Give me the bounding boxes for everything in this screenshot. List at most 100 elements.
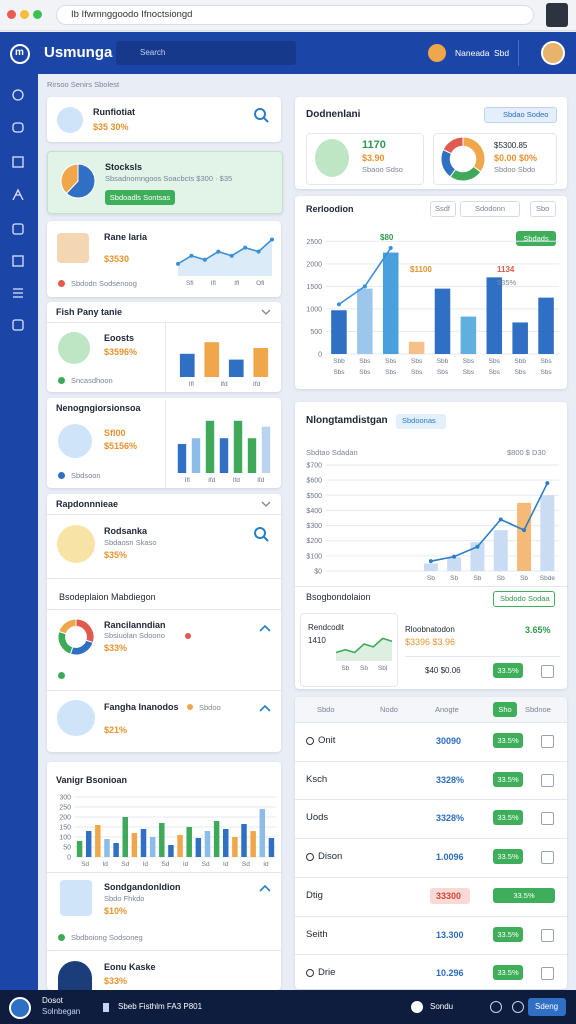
x-tick-label: Sbs — [411, 369, 423, 376]
checkbox[interactable] — [541, 967, 554, 981]
y-tick-label: 1000 — [306, 306, 322, 313]
slice — [75, 618, 95, 644]
line — [430, 482, 549, 562]
checkbox[interactable] — [541, 928, 554, 942]
bar — [241, 824, 247, 857]
vatigr-chart: 0 50 100 150 200 250 300 Sd Id Sd Id Sd Id Sd Id Sd Id — [59, 795, 276, 868]
control-text: Ssdf — [435, 204, 451, 213]
browser-avatar — [546, 3, 568, 27]
nav-icon[interactable] — [12, 223, 24, 235]
chevron-up[interactable] — [259, 624, 271, 632]
slice — [440, 148, 457, 178]
bar — [259, 809, 266, 857]
control[interactable]: Ssdf — [430, 201, 456, 217]
nav-icon[interactable] — [12, 156, 24, 168]
y-tick-label: 2000 — [306, 261, 322, 268]
dodnen-a: 1170 $3.90 Sbaoo Sdso — [306, 133, 424, 185]
dot-green — [33, 10, 42, 19]
nav-icon[interactable] — [12, 255, 24, 267]
sub-a-title: Rendcodit — [308, 623, 345, 632]
item-value: $10% — [104, 906, 128, 916]
dot-yellow — [20, 10, 29, 19]
divider — [47, 690, 281, 691]
item-subtitle: Sbdaosn Skaso — [104, 538, 157, 547]
y-tick-label: $400 — [306, 508, 322, 515]
x-tick-label: Sb — [427, 575, 435, 582]
checkbox[interactable] — [541, 735, 554, 748]
chart-note: $35% — [497, 278, 517, 287]
footer-icon[interactable] — [512, 1001, 524, 1013]
divider — [47, 950, 281, 951]
column-header: Sbdnoe — [525, 705, 551, 714]
dot-red — [7, 10, 16, 19]
nav-icon[interactable] — [13, 288, 23, 298]
y-tick-label: $100 — [306, 553, 322, 560]
sub-button[interactable]: Sbdodo Sodaa — [493, 591, 555, 607]
item-subtitle: Sbsiuolan Sdoono — [104, 631, 165, 640]
bar — [261, 426, 271, 473]
row-name: Drie — [318, 967, 336, 979]
item-icon[interactable] — [253, 526, 269, 542]
column-header: Nodo — [380, 705, 398, 714]
search-icon[interactable] — [253, 107, 269, 123]
dodnen-button[interactable]: Sbdao Sodeo — [484, 107, 557, 123]
point — [176, 261, 180, 266]
control[interactable]: Sdodonn — [460, 201, 520, 217]
table-header — [295, 697, 567, 722]
footer-button[interactable]: Sdeng — [528, 998, 566, 1016]
sub-b-sub: $3396 $3.96 — [405, 637, 456, 647]
nav-icon[interactable] — [12, 122, 24, 133]
footer-icon[interactable] — [490, 1001, 502, 1013]
stocks-button[interactable]: Sbdoadls Sontsas — [105, 190, 175, 205]
search-box[interactable]: Search — [116, 41, 296, 65]
b-sub2: Sbdoo Sbdo — [494, 165, 536, 174]
b-value: $5300.85 — [494, 141, 528, 150]
nav-icon[interactable] — [12, 319, 24, 331]
sub-b-title: Rloobnatodon — [405, 625, 455, 634]
checkbox[interactable] — [541, 773, 554, 787]
control[interactable]: Sbo — [530, 201, 556, 217]
nenog-chart: Ifl Ifd Ifd Ifd — [177, 420, 271, 484]
bar — [140, 829, 147, 857]
row-value: 13.300 — [436, 929, 464, 940]
row-name: Dison — [318, 851, 343, 863]
chevron[interactable] — [261, 501, 271, 509]
y-tick-label: 2500 — [306, 239, 322, 246]
checkbox[interactable] — [541, 665, 554, 678]
y-tick-label: 0 — [67, 855, 71, 862]
breadcrumb: Rirsoo Senirs Sbolest — [47, 80, 120, 89]
nav-icon[interactable] — [12, 89, 24, 101]
profile-avatar — [541, 41, 565, 65]
button-text: Sbdodo Sodaa — [500, 594, 550, 603]
url-box[interactable]: Ib Ifwmnggoodo Ifnoctsiongd — [56, 5, 534, 25]
item-avatar — [57, 525, 95, 563]
chevron-up[interactable] — [259, 704, 271, 712]
bar — [253, 348, 269, 377]
x-tick-label: Sd — [81, 861, 89, 868]
rerlo-card: Rerloodion Ssdf Sdodonn Sbo Sbdads 0 500 1… — [295, 196, 567, 389]
logo: m — [10, 44, 30, 64]
slice — [442, 136, 464, 155]
search-text: Search — [140, 48, 166, 57]
b-sub1: $0.00 $0% — [494, 153, 538, 163]
checkbox[interactable] — [541, 812, 554, 826]
fish-footer: Sncasdhoon — [71, 376, 113, 385]
nenog-avatar — [58, 424, 92, 458]
x-tick-label: Sbs — [359, 358, 371, 365]
divider — [47, 322, 281, 323]
x-tick-label: Sbs — [437, 369, 449, 376]
chevron-up[interactable] — [259, 884, 271, 892]
x-tick-label: Sb — [450, 575, 458, 582]
chevron[interactable] — [261, 309, 271, 317]
bar — [131, 833, 138, 857]
x-tick-label: Sbs — [489, 369, 501, 376]
control-text: Sbo — [536, 204, 550, 213]
point — [202, 257, 207, 262]
bar — [447, 557, 462, 571]
x-tick-label: Sbs — [463, 369, 475, 376]
checkbox[interactable] — [541, 851, 554, 865]
sales-chart: Sfl Ifl Ifl Ofl — [176, 237, 274, 287]
nav-icon[interactable] — [12, 188, 24, 201]
bar — [228, 359, 244, 377]
footer-chip — [103, 1003, 109, 1012]
